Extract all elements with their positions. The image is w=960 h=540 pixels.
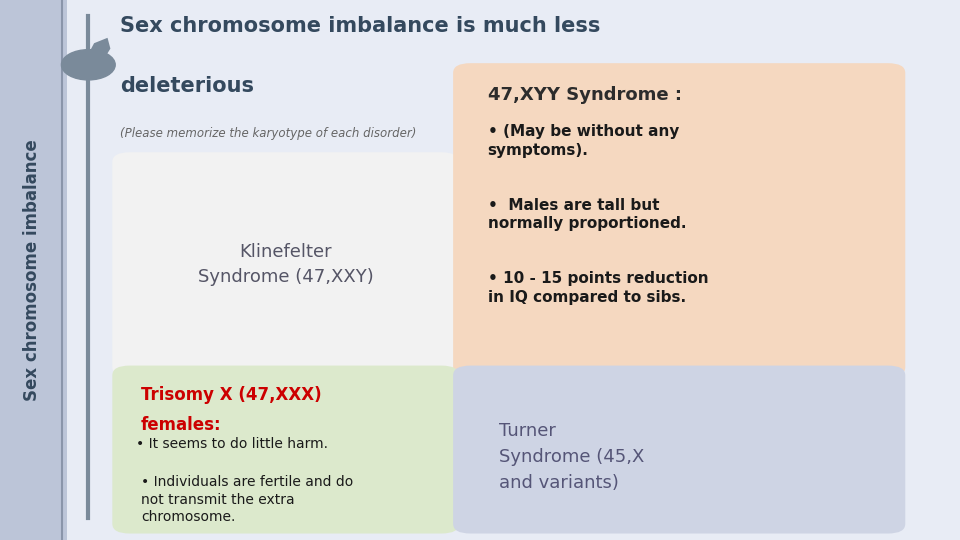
Text: Sex chromosome imbalance is much less: Sex chromosome imbalance is much less bbox=[120, 16, 600, 36]
Text: • 10 - 15 points reduction
in IQ compared to sibs.: • 10 - 15 points reduction in IQ compare… bbox=[488, 271, 708, 305]
Circle shape bbox=[61, 50, 115, 80]
Text: • Individuals are fertile and do
not transmit the extra
chromosome.: • Individuals are fertile and do not tra… bbox=[141, 475, 353, 524]
FancyBboxPatch shape bbox=[0, 0, 67, 540]
Text: Trisomy X (47,XXX): Trisomy X (47,XXX) bbox=[141, 386, 322, 404]
Text: deleterious: deleterious bbox=[120, 76, 254, 96]
FancyBboxPatch shape bbox=[453, 366, 905, 534]
Text: Turner
Syndrome (45,X
and variants): Turner Syndrome (45,X and variants) bbox=[499, 422, 644, 492]
Text: •  Males are tall but
normally proportioned.: • Males are tall but normally proportion… bbox=[488, 198, 686, 231]
Text: females:: females: bbox=[141, 416, 222, 434]
Text: 47,XYY Syndrome :: 47,XYY Syndrome : bbox=[488, 86, 682, 104]
FancyBboxPatch shape bbox=[112, 152, 459, 377]
Polygon shape bbox=[88, 38, 110, 70]
Text: • (May be without any
symptoms).: • (May be without any symptoms). bbox=[488, 124, 679, 158]
FancyBboxPatch shape bbox=[112, 366, 459, 534]
Text: (Please memorize the karyotype of each disorder): (Please memorize the karyotype of each d… bbox=[120, 127, 417, 140]
Text: Klinefelter
Syndrome (47,XXY): Klinefelter Syndrome (47,XXY) bbox=[198, 243, 373, 286]
Text: • It seems to do little harm.: • It seems to do little harm. bbox=[136, 437, 328, 451]
FancyBboxPatch shape bbox=[453, 63, 905, 377]
Text: Sex chromosome imbalance: Sex chromosome imbalance bbox=[23, 139, 40, 401]
